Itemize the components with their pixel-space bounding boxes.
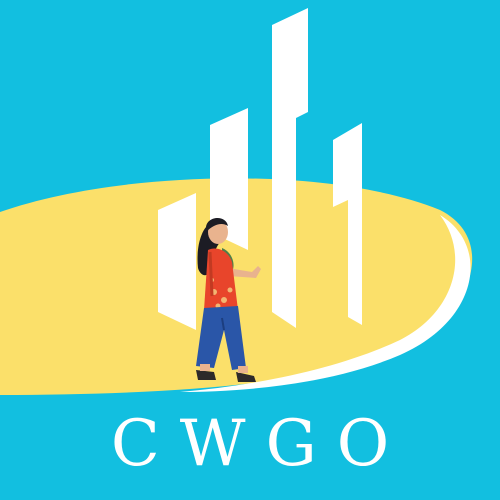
person-shirt [204, 248, 238, 316]
jeans-crease [221, 317, 225, 331]
building-right [333, 123, 362, 325]
walking-person [196, 217, 261, 382]
building-mid-left [210, 108, 248, 250]
building-left [158, 193, 196, 330]
road-swoosh [180, 215, 471, 392]
person-left-foot [196, 370, 216, 380]
building-tall [272, 8, 308, 328]
person-right-foot [236, 372, 256, 382]
brand-wordmark: CWGO [110, 407, 410, 481]
person-arm [228, 266, 261, 278]
bag-strap [208, 251, 214, 297]
person-jeans [196, 306, 246, 370]
skyline [158, 8, 362, 330]
person-left-ankle [200, 364, 210, 371]
person-right-ankle [238, 366, 248, 373]
person-hair-top [206, 217, 228, 232]
